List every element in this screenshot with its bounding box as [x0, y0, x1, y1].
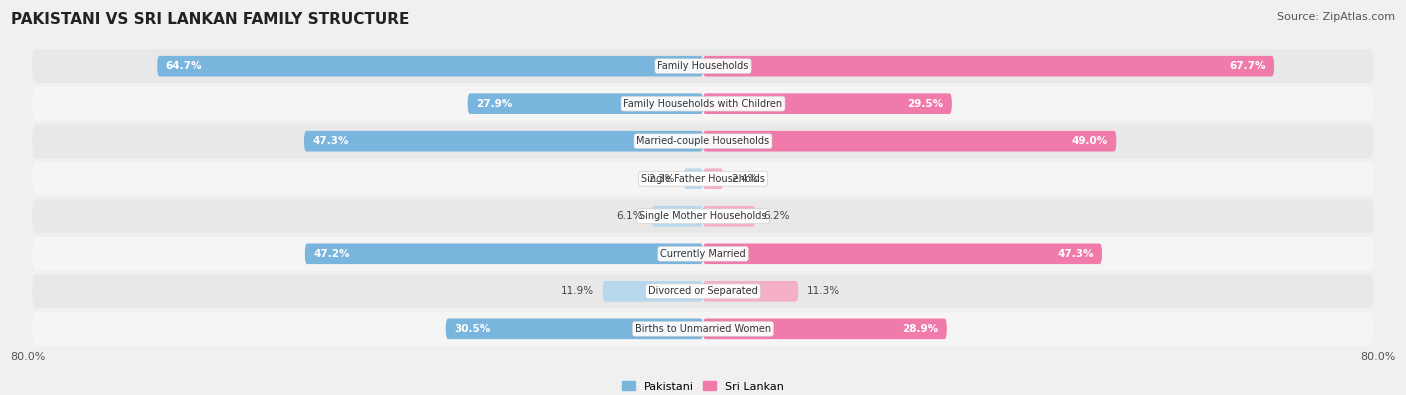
Text: 11.3%: 11.3%	[807, 286, 839, 296]
Text: 47.2%: 47.2%	[314, 249, 350, 259]
Text: 6.2%: 6.2%	[763, 211, 790, 221]
Text: Married-couple Households: Married-couple Households	[637, 136, 769, 146]
Text: 2.3%: 2.3%	[648, 174, 675, 184]
FancyBboxPatch shape	[683, 168, 703, 189]
FancyBboxPatch shape	[32, 275, 1374, 308]
Text: 47.3%: 47.3%	[312, 136, 349, 146]
FancyBboxPatch shape	[468, 93, 703, 114]
Text: Source: ZipAtlas.com: Source: ZipAtlas.com	[1277, 12, 1395, 22]
Text: PAKISTANI VS SRI LANKAN FAMILY STRUCTURE: PAKISTANI VS SRI LANKAN FAMILY STRUCTURE	[11, 12, 409, 27]
Text: Family Households: Family Households	[658, 61, 748, 71]
FancyBboxPatch shape	[32, 312, 1374, 346]
FancyBboxPatch shape	[703, 56, 1274, 77]
FancyBboxPatch shape	[703, 93, 952, 114]
FancyBboxPatch shape	[32, 199, 1374, 233]
FancyBboxPatch shape	[32, 237, 1374, 271]
Text: 2.4%: 2.4%	[731, 174, 758, 184]
FancyBboxPatch shape	[32, 49, 1374, 83]
FancyBboxPatch shape	[703, 318, 946, 339]
Text: 6.1%: 6.1%	[617, 211, 643, 221]
FancyBboxPatch shape	[304, 131, 703, 152]
FancyBboxPatch shape	[446, 318, 703, 339]
FancyBboxPatch shape	[603, 281, 703, 302]
Text: 67.7%: 67.7%	[1229, 61, 1265, 71]
Text: 29.5%: 29.5%	[907, 99, 943, 109]
Text: Births to Unmarried Women: Births to Unmarried Women	[636, 324, 770, 334]
Text: Family Households with Children: Family Households with Children	[623, 99, 783, 109]
FancyBboxPatch shape	[32, 162, 1374, 196]
FancyBboxPatch shape	[157, 56, 703, 77]
Text: 47.3%: 47.3%	[1057, 249, 1094, 259]
FancyBboxPatch shape	[703, 206, 755, 227]
Text: 28.9%: 28.9%	[903, 324, 938, 334]
Text: 49.0%: 49.0%	[1071, 136, 1108, 146]
Text: 64.7%: 64.7%	[166, 61, 202, 71]
Text: Single Father Households: Single Father Households	[641, 174, 765, 184]
Text: 27.9%: 27.9%	[477, 99, 512, 109]
FancyBboxPatch shape	[651, 206, 703, 227]
Text: Single Mother Households: Single Mother Households	[640, 211, 766, 221]
FancyBboxPatch shape	[703, 131, 1116, 152]
FancyBboxPatch shape	[703, 281, 799, 302]
Text: Currently Married: Currently Married	[661, 249, 745, 259]
Text: Divorced or Separated: Divorced or Separated	[648, 286, 758, 296]
FancyBboxPatch shape	[703, 168, 723, 189]
FancyBboxPatch shape	[305, 243, 703, 264]
Legend: Pakistani, Sri Lankan: Pakistani, Sri Lankan	[617, 377, 789, 395]
Text: 30.5%: 30.5%	[454, 324, 491, 334]
Text: 11.9%: 11.9%	[561, 286, 595, 296]
FancyBboxPatch shape	[703, 243, 1102, 264]
FancyBboxPatch shape	[32, 87, 1374, 120]
FancyBboxPatch shape	[32, 124, 1374, 158]
